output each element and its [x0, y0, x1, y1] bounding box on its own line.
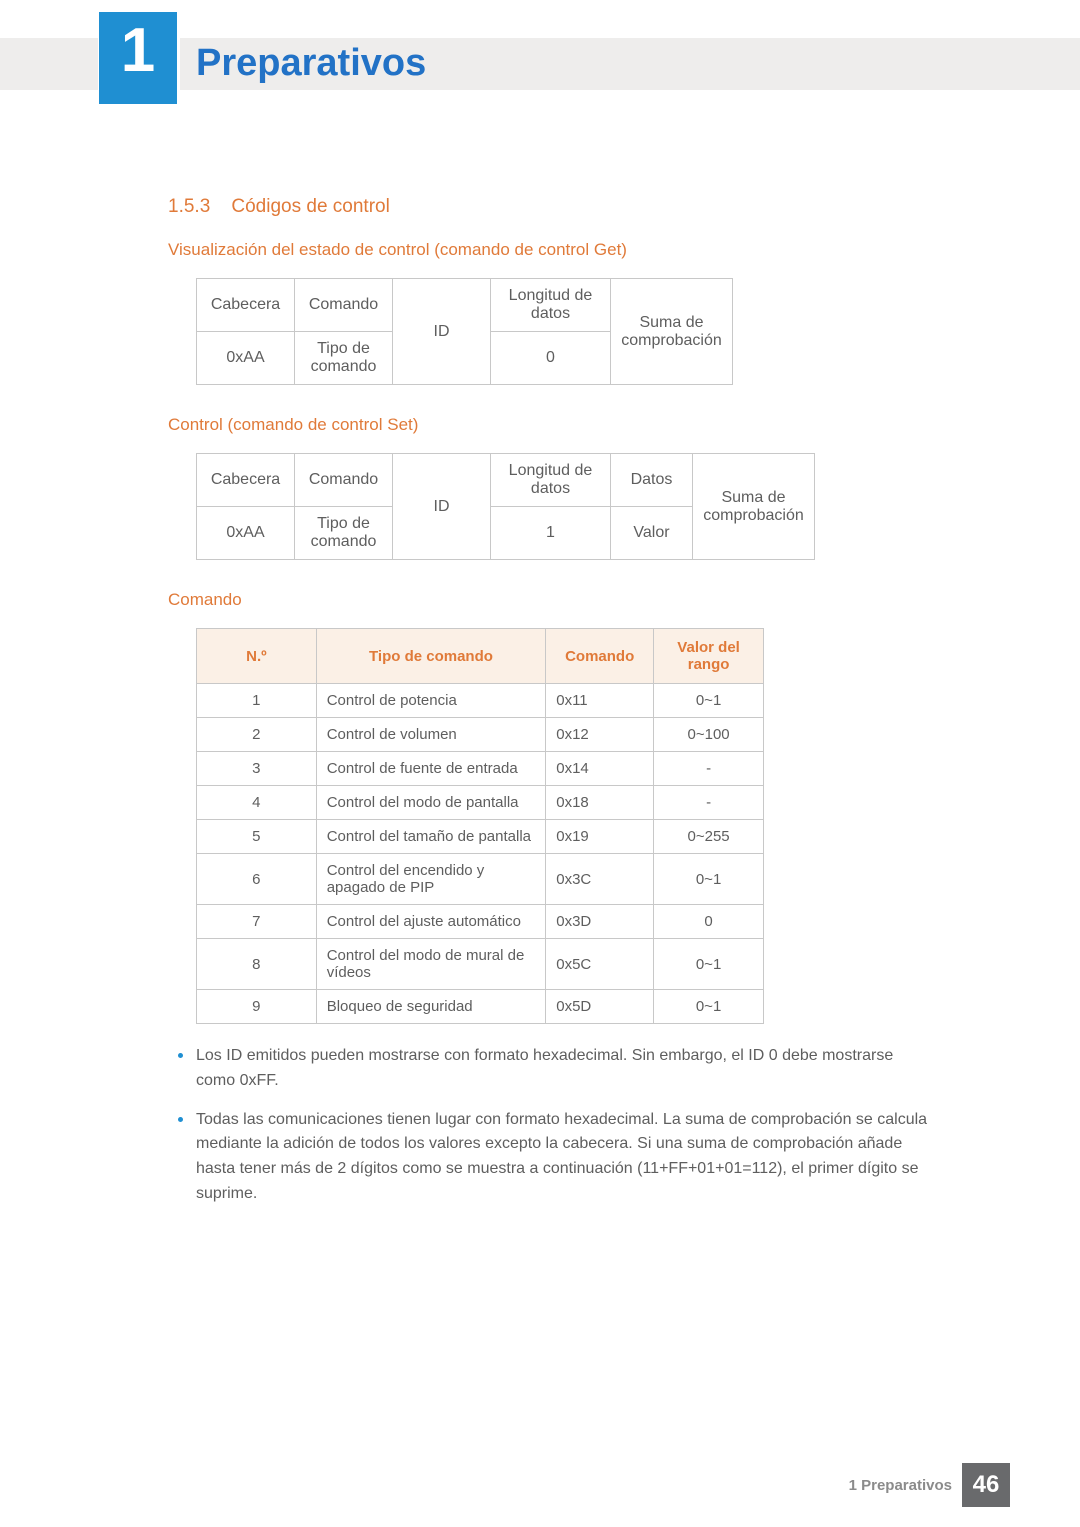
cell: 0x14 [546, 752, 654, 786]
cell: 1 [197, 684, 317, 718]
notes-list: Los ID emitidos pueden mostrarse con for… [174, 1044, 928, 1207]
cell: Tipo de comando [295, 507, 393, 560]
cell: Control de volumen [316, 718, 546, 752]
cell: Longitud de datos [491, 279, 611, 332]
cell: Bloqueo de seguridad [316, 990, 546, 1024]
section-title: Códigos de control [231, 196, 389, 217]
table-row: 2Control de volumen0x120~100 [197, 718, 764, 752]
cell: 9 [197, 990, 317, 1024]
table-header-row: N.º Tipo de comando Comando Valor del ra… [197, 629, 764, 684]
subsection-set-title: Control (comando de control Set) [168, 415, 928, 435]
table-row: 6Control del encendido y apagado de PIP0… [197, 854, 764, 905]
section-number: 1.5.3 [168, 196, 210, 217]
chapter-number: 1 [121, 12, 155, 90]
cell: Control del ajuste automático [316, 905, 546, 939]
footer-label: 1 Preparativos [849, 1477, 952, 1494]
table-row: 3Control de fuente de entrada0x14- [197, 752, 764, 786]
table-row: 1Control de potencia0x110~1 [197, 684, 764, 718]
cell: Suma de comprobación [611, 279, 733, 385]
header-grey-left [0, 38, 98, 90]
set-command-table: Cabecera Comando ID Longitud de datos Da… [196, 453, 815, 560]
cell: 5 [197, 820, 317, 854]
page: 1 Preparativos 1.5.3 Códigos de control … [0, 0, 1080, 1527]
cell: 2 [197, 718, 317, 752]
cell: 0x5C [546, 939, 654, 990]
cell: 0 [491, 332, 611, 385]
cell: ID [393, 279, 491, 385]
cell: - [654, 752, 764, 786]
cell: Control de potencia [316, 684, 546, 718]
table-row: 4Control del modo de pantalla0x18- [197, 786, 764, 820]
table-row: 8Control del modo de mural de vídeos0x5C… [197, 939, 764, 990]
footer-page-number: 46 [962, 1463, 1010, 1507]
cell: 0~1 [654, 684, 764, 718]
footer: 1 Preparativos 46 [849, 1463, 1010, 1507]
cell: Control del tamaño de pantalla [316, 820, 546, 854]
cell: Cabecera [197, 454, 295, 507]
cell: 4 [197, 786, 317, 820]
chapter-badge: 1 [99, 12, 177, 104]
table-row: Cabecera Comando ID Longitud de datos Da… [197, 454, 815, 507]
subsection-get-title: Visualización del estado de control (com… [168, 240, 928, 260]
cell: Cabecera [197, 279, 295, 332]
cell: 8 [197, 939, 317, 990]
col-header: Tipo de comando [316, 629, 546, 684]
cell: Valor [611, 507, 693, 560]
cell: 0x19 [546, 820, 654, 854]
cell: 0x12 [546, 718, 654, 752]
get-command-table: Cabecera Comando ID Longitud de datos Su… [196, 278, 733, 385]
cell: 0~255 [654, 820, 764, 854]
table-row: 9Bloqueo de seguridad0x5D0~1 [197, 990, 764, 1024]
cell: 0x3D [546, 905, 654, 939]
cell: 3 [197, 752, 317, 786]
cell: Control del modo de pantalla [316, 786, 546, 820]
cell: 0~1 [654, 854, 764, 905]
cell: 0~1 [654, 939, 764, 990]
cell: 0 [654, 905, 764, 939]
section-heading: 1.5.3 Códigos de control [168, 196, 928, 218]
col-header: Comando [546, 629, 654, 684]
cell: 6 [197, 854, 317, 905]
command-list-table: N.º Tipo de comando Comando Valor del ra… [196, 628, 764, 1024]
note-item: Los ID emitidos pueden mostrarse con for… [174, 1044, 928, 1094]
cell: Control de fuente de entrada [316, 752, 546, 786]
cell: Comando [295, 454, 393, 507]
cell: - [654, 786, 764, 820]
note-item: Todas las comunicaciones tienen lugar co… [174, 1108, 928, 1207]
cell: Datos [611, 454, 693, 507]
content-area: 1.5.3 Códigos de control Visualización d… [168, 186, 928, 1221]
chapter-title: Preparativos [196, 42, 426, 85]
cell: 0x11 [546, 684, 654, 718]
cell: ID [393, 454, 491, 560]
cell: 0x3C [546, 854, 654, 905]
cell: Longitud de datos [491, 454, 611, 507]
col-header: N.º [197, 629, 317, 684]
cell: Control del encendido y apagado de PIP [316, 854, 546, 905]
cell: 0~1 [654, 990, 764, 1024]
cell: 0~100 [654, 718, 764, 752]
table-row: Cabecera Comando ID Longitud de datos Su… [197, 279, 733, 332]
cell: Control del modo de mural de vídeos [316, 939, 546, 990]
col-header: Valor del rango [654, 629, 764, 684]
subsection-comando-title: Comando [168, 590, 928, 610]
cell: 0xAA [197, 507, 295, 560]
cell: Tipo de comando [295, 332, 393, 385]
cell: Comando [295, 279, 393, 332]
cell: 0xAA [197, 332, 295, 385]
table-row: 5Control del tamaño de pantalla0x190~255 [197, 820, 764, 854]
cell: Suma de comprobación [693, 454, 815, 560]
cell: 0x5D [546, 990, 654, 1024]
cell: 1 [491, 507, 611, 560]
command-table-body: 1Control de potencia0x110~12Control de v… [197, 684, 764, 1024]
table-row: 7Control del ajuste automático0x3D0 [197, 905, 764, 939]
cell: 0x18 [546, 786, 654, 820]
cell: 7 [197, 905, 317, 939]
